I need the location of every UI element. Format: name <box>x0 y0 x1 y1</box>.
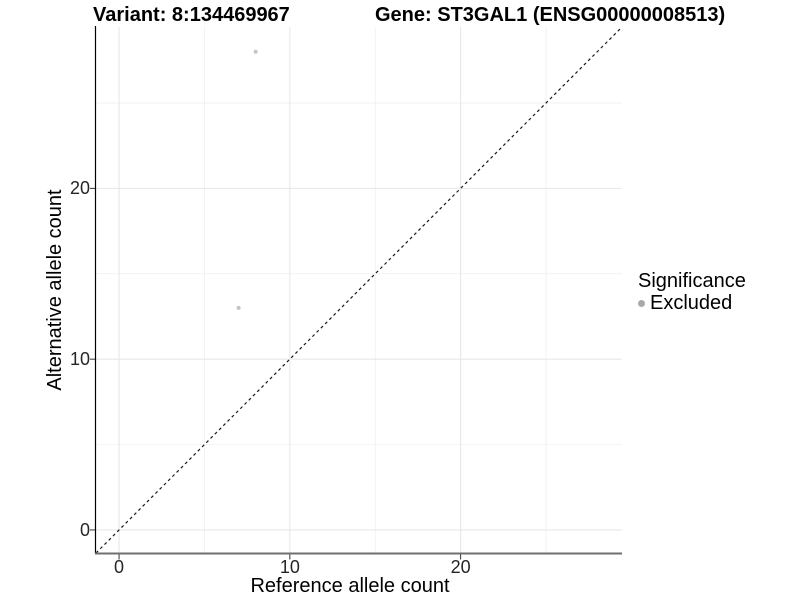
legend-item-excluded: Excluded <box>638 293 746 313</box>
legend-item-label: Excluded <box>650 292 733 314</box>
gene-title: Gene: ST3GAL1 (ENSG00000008513) <box>375 4 726 26</box>
legend-title: Significance <box>638 270 746 292</box>
y-axis-title: Alternative allele count <box>44 189 66 391</box>
x-axis-title: Reference allele count <box>250 575 450 597</box>
identity-line <box>95 26 623 554</box>
legend: Significance Excluded <box>638 269 746 313</box>
legend-point-icon <box>638 299 645 307</box>
variant-title: Variant: 8:134469967 <box>93 4 290 26</box>
data-point <box>253 49 258 54</box>
data-point <box>236 305 241 310</box>
